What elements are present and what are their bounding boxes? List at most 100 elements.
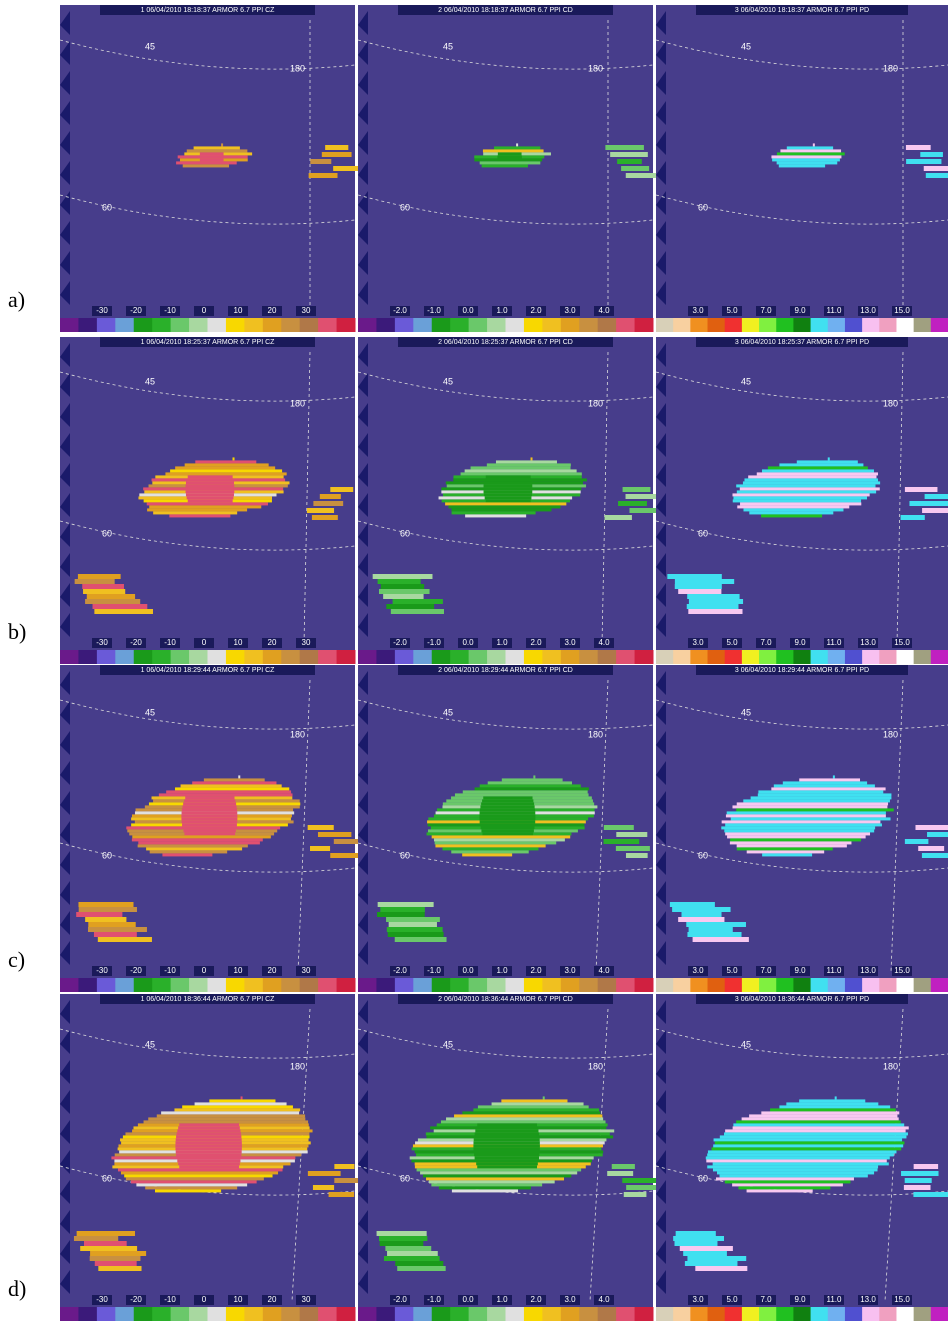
echo-core	[182, 805, 237, 809]
echo-core	[474, 1135, 540, 1139]
colorbar-swatch	[78, 1307, 98, 1321]
echo-core	[186, 496, 234, 500]
echo	[622, 1178, 657, 1183]
echo	[74, 579, 115, 584]
colorbar-swatch	[862, 1307, 880, 1321]
colorbar-swatch	[862, 650, 880, 664]
colorbar-swatch	[616, 318, 636, 332]
colorbar-label-box	[194, 1295, 214, 1305]
colorbar-label: -30	[96, 306, 108, 315]
colorbar-swatch	[468, 318, 488, 332]
colorbar-label: 3.0	[692, 306, 704, 315]
echo	[203, 778, 265, 782]
edge-marker	[60, 941, 70, 965]
colorbar-swatch	[930, 318, 948, 332]
echo	[767, 466, 868, 470]
echo	[672, 907, 731, 912]
echo	[153, 511, 238, 515]
edge-marker	[358, 1120, 368, 1144]
colorbar-swatch	[318, 1307, 338, 1321]
range-label: 180	[290, 398, 305, 408]
echo	[146, 502, 268, 506]
echo	[732, 499, 862, 503]
colorbar-swatch	[759, 318, 777, 332]
echo	[317, 832, 352, 837]
echo-core	[184, 832, 236, 836]
echo	[674, 584, 722, 589]
echo	[94, 609, 153, 614]
echo	[426, 1177, 565, 1181]
echo	[85, 917, 127, 922]
colorbar-label: -20	[130, 638, 142, 647]
echo	[924, 494, 948, 499]
echo-core	[175, 1144, 242, 1148]
colorbar-swatch	[394, 650, 414, 664]
title-bar	[696, 994, 908, 1004]
range-ring	[655, 39, 948, 70]
echo-core	[179, 1165, 240, 1169]
echo	[900, 515, 925, 520]
colorbar-label: 3.0	[692, 966, 704, 975]
colorbar-swatch	[844, 318, 863, 332]
echo	[707, 1165, 879, 1169]
echo	[175, 466, 276, 470]
colorbar-label: 13.0	[860, 306, 876, 315]
echo	[92, 604, 148, 609]
echo	[730, 817, 891, 821]
edge-marker	[60, 1270, 70, 1294]
colorbar-swatch	[207, 1307, 227, 1321]
echo	[776, 152, 845, 156]
colorbar-label-box	[560, 966, 580, 976]
colorbar-swatch	[96, 1307, 116, 1321]
echo-core	[477, 1165, 538, 1169]
echo-core	[476, 1162, 538, 1166]
colorbar-swatch	[60, 978, 79, 992]
echo	[395, 1261, 444, 1266]
echo	[674, 1241, 718, 1246]
edge-marker	[358, 433, 368, 457]
colorbar-label-box	[458, 306, 478, 316]
colorbar-swatch	[793, 1307, 812, 1321]
echo	[721, 820, 881, 824]
echo	[904, 487, 938, 492]
edge-marker	[60, 911, 70, 935]
colorbar-swatch	[741, 318, 760, 332]
echo	[686, 922, 746, 927]
colorbar-label-box	[296, 638, 316, 648]
edge-marker	[60, 761, 70, 785]
colorbar-label: 1.0	[496, 1295, 508, 1304]
colorbar-label: 0.0	[462, 306, 474, 315]
colorbar-swatch	[776, 1307, 794, 1321]
echo	[920, 152, 943, 157]
row-label: d)	[8, 1276, 26, 1301]
echo	[137, 844, 248, 848]
colorbar-label: 11.0	[827, 638, 843, 647]
colorbar-label: 9.0	[794, 966, 806, 975]
colorbar-label-box	[790, 1295, 810, 1305]
echo	[903, 1185, 931, 1190]
edge-marker	[358, 1240, 368, 1264]
edge-marker	[60, 161, 70, 185]
range-label: 45	[443, 707, 453, 717]
colorbar-label: 2.0	[530, 966, 542, 975]
colorbar-swatch	[115, 978, 135, 992]
edge-marker	[60, 671, 70, 695]
echo-core	[176, 1156, 241, 1160]
echo	[420, 1171, 578, 1175]
echo	[380, 907, 425, 912]
colorbar-label: 2.0	[530, 1295, 542, 1304]
echo	[473, 1108, 600, 1112]
colorbar-label-box	[492, 306, 512, 316]
colorbar-label: -10	[164, 638, 176, 647]
echo	[743, 799, 890, 803]
colorbar-label: 15.0	[894, 638, 910, 647]
edge-marker	[358, 1180, 368, 1204]
range-label: 45	[145, 376, 155, 386]
echo	[491, 1102, 584, 1106]
title-bar	[696, 665, 908, 675]
echo	[904, 839, 929, 844]
edge-marker	[358, 373, 368, 397]
echo	[166, 790, 292, 794]
edge-marker	[656, 821, 666, 845]
colorbar-label: 10	[234, 306, 243, 315]
